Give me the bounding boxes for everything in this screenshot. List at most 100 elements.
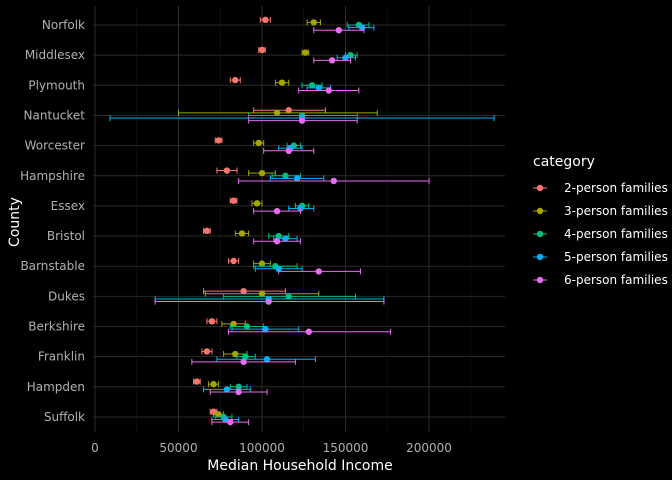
data-point [273, 207, 281, 215]
y-tick-label: Bristol [47, 229, 85, 243]
data-point [315, 84, 322, 92]
legend-title: category [533, 154, 595, 170]
data-point [223, 167, 231, 174]
x-tick-label: 50000 [159, 441, 197, 455]
legend-key [533, 230, 547, 238]
x-tick-label: 0 [91, 441, 99, 455]
legend-label: 5-person families [564, 250, 668, 264]
data-point [278, 79, 286, 86]
y-tick-labels: Norfolk Middlesex Plymouth Nantucket Worcest… [20, 18, 85, 424]
data-point [215, 411, 222, 418]
data-point [273, 109, 281, 117]
x-tick-label: 200000 [406, 441, 452, 455]
x-tick-label: 100000 [239, 441, 285, 455]
data-point [253, 200, 261, 207]
data-point [262, 16, 269, 23]
data-point [223, 386, 231, 393]
legend-key-point [536, 184, 544, 192]
data-point [238, 230, 246, 237]
data-point [293, 175, 301, 182]
series-group [154, 27, 430, 426]
data-point [210, 381, 217, 388]
data-point [302, 49, 309, 56]
data-point [258, 46, 266, 54]
data-point [285, 293, 292, 300]
legend-label: 2-person families [564, 181, 668, 195]
data-point [232, 76, 239, 84]
data-point [203, 348, 211, 355]
y-tick-label: Barnstable [20, 259, 85, 273]
data-point [315, 268, 322, 275]
y-tick-label: Hampden [27, 380, 85, 394]
y-tick-label: Berkshire [28, 320, 85, 334]
data-point [243, 323, 251, 330]
data-point [310, 19, 317, 26]
data-point [193, 378, 201, 385]
data-point [325, 87, 332, 94]
data-point [298, 117, 306, 124]
data-point [203, 227, 211, 235]
data-point [275, 232, 282, 240]
legend-label: 6-person families [564, 273, 668, 287]
data-point [230, 257, 237, 265]
data-point [265, 298, 272, 305]
data-point [258, 169, 266, 177]
y-tick-label: Suffolk [44, 410, 85, 424]
data-point [263, 356, 271, 363]
data-point [240, 287, 247, 295]
data-point [342, 54, 349, 61]
data-point [242, 353, 249, 360]
legend-label: 3-person families [564, 204, 668, 218]
y-tick-label: Norfolk [42, 18, 85, 32]
y-tick-label: Worcester [25, 139, 85, 153]
legend-label: 4-person families [564, 227, 668, 241]
y-tick-label: Nantucket [24, 108, 86, 122]
data-point [258, 260, 266, 267]
y-tick-label: Hampshire [20, 169, 85, 183]
data-point [255, 139, 262, 147]
data-point [282, 172, 289, 179]
x-tick-label: 150000 [323, 441, 369, 455]
legend-key-point [536, 230, 544, 238]
y-tick-label: Franklin [38, 350, 85, 364]
series-group [193, 16, 326, 415]
data-point [282, 235, 289, 242]
legend-key-point [536, 207, 544, 215]
y-tick-label: Plymouth [28, 78, 85, 92]
data-point [235, 388, 242, 396]
legend-key-point [536, 276, 544, 284]
data-point [227, 418, 234, 426]
data-point [328, 57, 336, 64]
legend-key [533, 184, 547, 192]
y-tick-label: Middlesex [25, 48, 85, 62]
data-point [285, 107, 292, 114]
data-point [230, 197, 237, 204]
legend: category 2-person families 3-person famil… [533, 154, 668, 287]
data-point [335, 27, 343, 34]
data-point [230, 320, 237, 328]
data-point [347, 51, 354, 59]
legend-key [533, 276, 547, 284]
data-point [330, 177, 338, 185]
legend-key [533, 207, 547, 215]
data-point [305, 328, 312, 335]
x-axis-title: Median Household Income [207, 458, 392, 474]
data-point [308, 82, 316, 89]
legend-key [533, 253, 547, 261]
y-tick-label: Essex [51, 199, 85, 213]
y-axis-title: County [7, 197, 23, 247]
data-point [262, 325, 269, 333]
x-tick-labels: 0 50000 100000 150000 200000 [91, 441, 452, 455]
plot-marks [109, 16, 495, 426]
data-point [258, 290, 266, 297]
y-tick-label: Dukes [48, 289, 85, 303]
data-point [240, 358, 247, 366]
data-point [215, 137, 222, 144]
data-point [208, 318, 216, 325]
data-point [285, 147, 292, 154]
data-point [222, 416, 229, 423]
legend-key-point [536, 253, 544, 261]
data-point [273, 238, 281, 245]
data-point [235, 383, 242, 390]
